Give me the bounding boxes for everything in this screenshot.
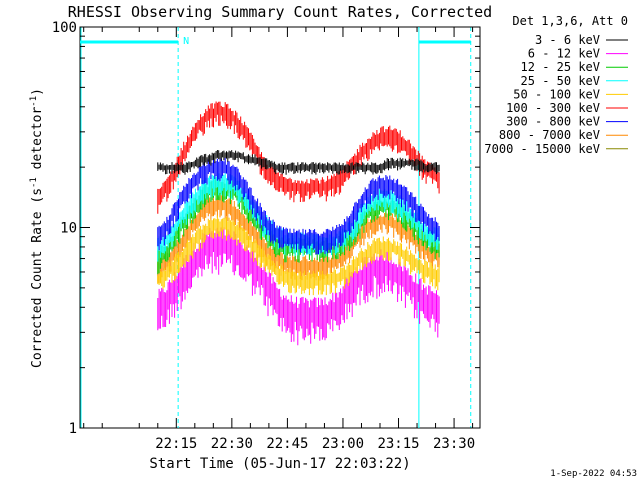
y-axis-label-end: ): [30, 88, 45, 96]
y-axis-label-mid: detector: [30, 107, 45, 178]
series-25-50-kev: [157, 172, 440, 262]
y-axis-label: Corrected Count Rate (s-1 detector-1): [29, 88, 45, 368]
series-6-12-kev: [157, 227, 440, 346]
legend-entry-label: 7000 - 15000 keV: [484, 142, 600, 156]
y-axis-label-sup2: -1: [29, 96, 39, 107]
x-tick-label: 22:30: [211, 436, 253, 452]
series-3-6-kev: [157, 150, 440, 175]
legend-title: Det 1,3,6, Att 0: [512, 14, 628, 28]
series-300-800-kev: [157, 156, 440, 255]
x-tick-label: 22:15: [155, 436, 197, 452]
series-layer: [157, 101, 440, 346]
night-markers: N: [80, 27, 472, 428]
legend-entry-label: 25 - 50 keV: [521, 74, 600, 88]
chart-title: RHESSI Observing Summary Count Rates, Co…: [68, 3, 492, 21]
series-100-300-kev: [157, 101, 440, 214]
y-axis-label-main: Corrected Count Rate (s: [30, 188, 45, 368]
legend-entry-label: 300 - 800 keV: [506, 115, 600, 129]
night-label: N: [183, 36, 189, 47]
x-tick-label: 23:15: [377, 436, 419, 452]
x-tick-label: 23:30: [433, 436, 475, 452]
legend-entry-label: 800 - 7000 keV: [499, 128, 600, 142]
x-tick-label: 23:00: [322, 436, 364, 452]
legend-entry-label: 3 - 6 keV: [535, 33, 600, 47]
footer-date: 1-Sep-2022 04:53: [550, 469, 637, 479]
axes: 22:15 22:30 22:45 23:00 23:15 23:30 1 10 100: [52, 20, 480, 452]
x-axis-label: Start Time (05-Jun-17 22:03:22): [149, 456, 410, 472]
legend-entry-label: 12 - 25 keV: [521, 60, 600, 74]
y-tick-label: 10: [60, 221, 77, 237]
series-12-25-kev: [157, 178, 440, 275]
legend-entry-label: 50 - 100 keV: [513, 87, 600, 101]
y-tick-label: 1: [69, 421, 77, 437]
legend-entry-label: 6 - 12 keV: [528, 47, 600, 61]
x-tick-label: 22:45: [266, 436, 308, 452]
y-tick-label: 100: [52, 20, 77, 36]
legend-entry-label: 100 - 300 keV: [506, 101, 600, 115]
y-axis-label-sup1: -1: [29, 177, 39, 188]
series-50-100-kev: [157, 215, 440, 296]
series-800-7000-kev: [157, 195, 440, 284]
